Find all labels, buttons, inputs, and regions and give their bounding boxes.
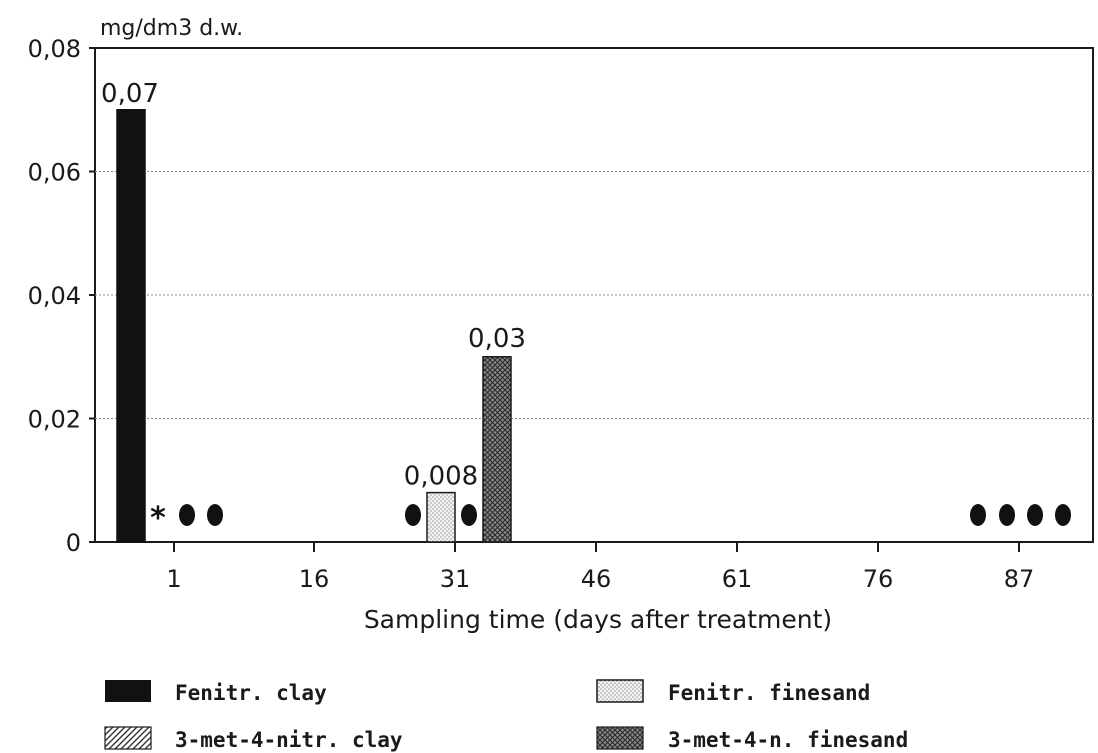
bars: 0,07 0,008 0,03 [101,79,526,543]
legend-swatch-fenitr-finesand [596,679,644,703]
x-tick-label: 16 [299,565,330,593]
markers: * [150,501,1071,536]
legend: Fenitr. clay Fenitr. finesand 3-met-4-ni… [104,679,908,752]
bar [116,109,146,543]
x-tick-label: 31 [440,565,471,593]
asterisk-marker: * [150,501,166,536]
dot-marker [999,504,1015,526]
legend-label-met-clay: 3-met-4-nitr. clay [175,728,403,752]
dot-marker [1055,504,1071,526]
x-tick-label: 61 [722,565,753,593]
dot-marker [207,504,223,526]
bar-value-label: 0,008 [404,462,478,492]
legend-item-met-clay: 3-met-4-nitr. clay [104,726,403,752]
y-tick-label: 0,02 [28,406,81,434]
legend-label-met-finesand: 3-met-4-n. finesand [668,728,908,752]
dot-marker [405,504,421,526]
bar-value-label: 0,03 [468,324,526,354]
grid-lines [95,171,1093,419]
legend-swatch-met-finesand [596,726,644,750]
x-tick-label: 87 [1004,565,1035,593]
legend-label-fenitr-clay: Fenitr. clay [175,681,327,705]
x-axis-ticks: 1 16 31 46 61 76 87 [166,542,1034,593]
bar [426,491,456,543]
y-tick-label: 0,04 [28,282,81,310]
dot-marker [1027,504,1043,526]
y-tick-label: 0,06 [28,159,81,187]
y-tick-label: 0 [66,529,81,557]
legend-item-met-finesand: 3-met-4-n. finesand [596,726,908,752]
dot-marker [970,504,986,526]
x-tick-label: 46 [581,565,612,593]
y-axis-ticks: 0 0,02 0,04 0,06 0,08 [28,35,95,557]
y-tick-label: 0,08 [28,35,81,63]
x-tick-label: 76 [863,565,894,593]
legend-label-fenitr-finesand: Fenitr. finesand [668,681,870,705]
dot-marker [179,504,195,526]
bar [482,356,512,543]
x-axis-title: Sampling time (days after treatment) [364,605,832,634]
dot-marker [461,504,477,526]
bar-value-label: 0,07 [101,79,159,109]
legend-swatch-fenitr-clay [105,680,151,702]
legend-item-fenitr-finesand: Fenitr. finesand [596,679,870,705]
legend-item-fenitr-clay: Fenitr. clay [105,680,327,705]
x-tick-label: 1 [166,565,181,593]
legend-swatch-met-clay [104,726,152,750]
y-axis-title: mg/dm3 d.w. [100,16,243,41]
